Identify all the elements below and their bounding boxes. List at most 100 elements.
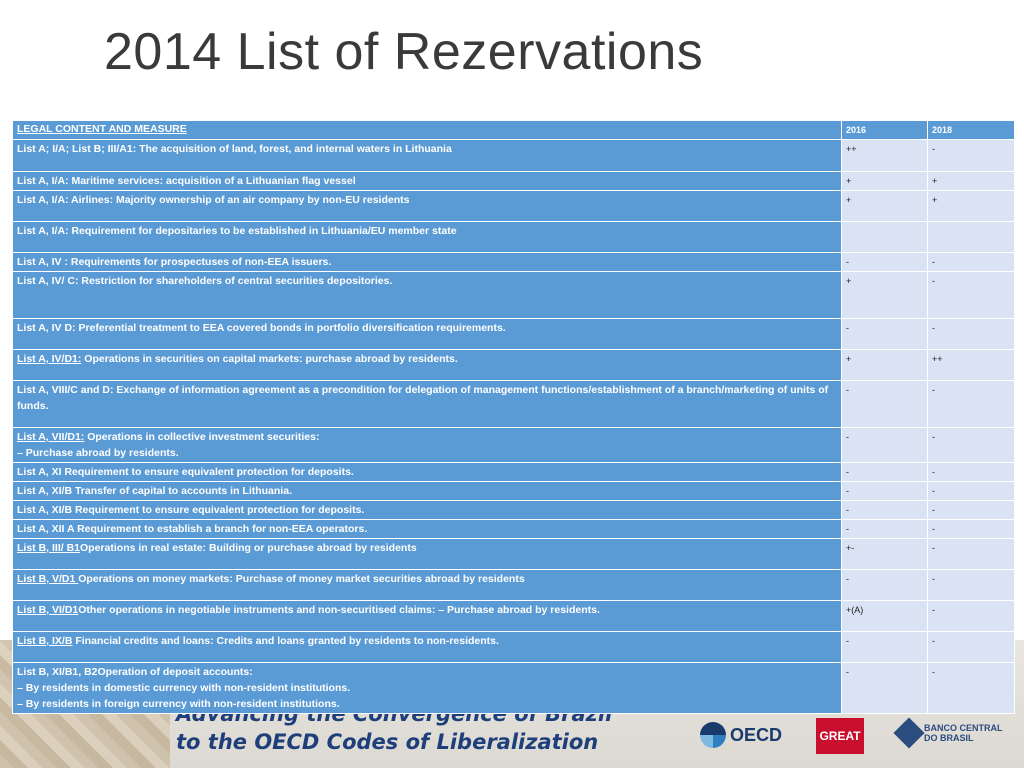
row-measure: List B, VI/D1Other operations in negotia… xyxy=(12,600,842,632)
row-value-2018: - xyxy=(927,380,1015,428)
header-2018: 2018 xyxy=(927,120,1015,140)
table-row: List A, VII/D1: Operations in collective… xyxy=(12,427,1015,463)
measure-text: Operations in collective investment secu… xyxy=(84,431,320,443)
banner-line-2: to the OECD Codes of Liberalization xyxy=(176,730,599,754)
row-value-2016 xyxy=(841,221,928,253)
row-value-2016: - xyxy=(841,481,928,501)
header-legal-content: LEGAL CONTENT AND MEASURE xyxy=(12,120,842,140)
table-row: List B, V/D1 Operations on money markets… xyxy=(12,569,1015,601)
measure-text: Operations in real estate: Building or p… xyxy=(80,542,417,554)
row-value-2016: - xyxy=(841,519,928,539)
measure-text: List A, VIII/C and D: Exchange of inform… xyxy=(17,384,829,412)
measure-text: Other operations in negotiable instrumen… xyxy=(78,604,600,616)
measure-text: List A; I/A; List B; III/A1: The acquisi… xyxy=(17,143,452,155)
oecd-globe-icon xyxy=(700,722,726,748)
row-value-2016: ++ xyxy=(841,139,928,172)
measure-text: List A, IV/ C: Restriction for sharehold… xyxy=(17,275,393,287)
table-row: List A, VIII/C and D: Exchange of inform… xyxy=(12,380,1015,428)
bcb-text-line-2: DO BRASIL xyxy=(924,733,974,743)
row-measure: List A, XI Requirement to ensure equival… xyxy=(12,462,842,482)
table-row: List B, VI/D1Other operations in negotia… xyxy=(12,600,1015,632)
measure-reference: List A, VII/D1: xyxy=(17,431,85,443)
table-row: List B, XI/B1, B2Operation of deposit ac… xyxy=(12,662,1015,714)
measure-text: Financial credits and loans: Credits and… xyxy=(72,635,499,647)
row-value-2018: - xyxy=(927,427,1015,463)
measure-reference: List B, IX/B xyxy=(17,635,73,647)
row-measure: List A, IV/ C: Restriction for sharehold… xyxy=(12,271,842,319)
header-2016: 2016 xyxy=(841,120,928,140)
row-measure: List A; I/A; List B; III/A1: The acquisi… xyxy=(12,139,842,172)
row-measure: List B, XI/B1, B2Operation of deposit ac… xyxy=(12,662,842,714)
measure-reference: List B, VI/D1 xyxy=(17,604,79,616)
measure-text: List A, XI/B Transfer of capital to acco… xyxy=(17,485,292,497)
row-measure: List A, I/A: Requirement for depositarie… xyxy=(12,221,842,253)
row-value-2016: - xyxy=(841,252,928,272)
row-value-2018: - xyxy=(927,538,1015,570)
measure-text: List A, XI Requirement to ensure equival… xyxy=(17,466,354,478)
row-measure: List B, IX/B Financial credits and loans… xyxy=(12,631,842,663)
table-row: List A, I/A: Requirement for depositarie… xyxy=(12,221,1015,253)
row-measure: List A, VIII/C and D: Exchange of inform… xyxy=(12,380,842,428)
row-measure: List A, XI/B Transfer of capital to acco… xyxy=(12,481,842,501)
measure-reference: List A, IV/D1: xyxy=(17,353,82,365)
measure-subitem: – Purchase abroad by residents. xyxy=(17,447,179,459)
row-value-2016: + xyxy=(841,190,928,222)
table-row: List A, XII A Requirement to establish a… xyxy=(12,519,1015,539)
oecd-logo: OECD xyxy=(700,722,782,748)
table-row: List A, IV/D1: Operations in securities … xyxy=(12,349,1015,381)
row-value-2016: + xyxy=(841,271,928,319)
row-value-2016: +- xyxy=(841,538,928,570)
oecd-logo-text: OECD xyxy=(730,724,783,745)
row-value-2016: - xyxy=(841,631,928,663)
bcb-text-line-1: BANCO CENTRAL xyxy=(924,723,1003,733)
bcb-logo-text: BANCO CENTRAL DO BRASIL xyxy=(924,723,1003,743)
measure-text: List A, XII A Requirement to establish a… xyxy=(17,523,368,535)
row-value-2018: - xyxy=(927,481,1015,501)
table-row: List B, IX/B Financial credits and loans… xyxy=(12,631,1015,663)
row-value-2018: - xyxy=(927,569,1015,601)
row-value-2018: + xyxy=(927,190,1015,222)
measure-text: List A, I/A: Requirement for depositarie… xyxy=(17,225,457,237)
table-row: List A, IV/ C: Restriction for sharehold… xyxy=(12,271,1015,319)
row-value-2018: - xyxy=(927,631,1015,663)
row-value-2018: - xyxy=(927,600,1015,632)
row-value-2018: - xyxy=(927,500,1015,520)
measure-subitem: – By residents in foreign currency with … xyxy=(17,698,340,710)
row-measure: List A, XII A Requirement to establish a… xyxy=(12,519,842,539)
reservations-table: LEGAL CONTENT AND MEASURE 2016 2018 List… xyxy=(12,120,1015,714)
row-value-2016: + xyxy=(841,349,928,381)
row-value-2016: - xyxy=(841,662,928,714)
row-measure: List A, IV D: Preferential treatment to … xyxy=(12,318,842,350)
row-value-2016: - xyxy=(841,318,928,350)
row-measure: List A, VII/D1: Operations in collective… xyxy=(12,427,842,463)
table-row: List A, I/A: Maritime services: acquisit… xyxy=(12,171,1015,191)
row-value-2018: + xyxy=(927,171,1015,191)
measure-subitem: – By residents in domestic currency with… xyxy=(17,682,351,694)
row-measure: List B, V/D1 Operations on money markets… xyxy=(12,569,842,601)
row-value-2018: - xyxy=(927,139,1015,172)
measure-text: List A, IV : Requirements for prospectus… xyxy=(17,256,332,268)
row-value-2018: - xyxy=(927,462,1015,482)
row-value-2018: - xyxy=(927,662,1015,714)
bcb-emblem-icon xyxy=(893,717,925,749)
page-title: 2014 List of Rezervations xyxy=(104,23,704,81)
table-row: List A, I/A: Airlines: Majority ownershi… xyxy=(12,190,1015,222)
row-measure: List A, I/A: Maritime services: acquisit… xyxy=(12,171,842,191)
table-row: List A, IV : Requirements for prospectus… xyxy=(12,252,1015,272)
row-value-2018: - xyxy=(927,318,1015,350)
row-value-2016: - xyxy=(841,380,928,428)
row-value-2016: + xyxy=(841,171,928,191)
table-row: List A, XI/B Requirement to ensure equiv… xyxy=(12,500,1015,520)
row-value-2016: +(A) xyxy=(841,600,928,632)
measure-text: List A, I/A: Maritime services: acquisit… xyxy=(17,175,356,187)
row-measure: List A, I/A: Airlines: Majority ownershi… xyxy=(12,190,842,222)
measure-text: List A, IV D: Preferential treatment to … xyxy=(17,322,506,334)
row-measure: List A, IV/D1: Operations in securities … xyxy=(12,349,842,381)
row-measure: List A, IV : Requirements for prospectus… xyxy=(12,252,842,272)
measure-text: Operations on money markets: Purchase of… xyxy=(78,573,525,585)
row-value-2018 xyxy=(927,221,1015,253)
measure-reference: List B, V/D1 xyxy=(17,573,79,585)
row-value-2016: - xyxy=(841,462,928,482)
table-row: List A, IV D: Preferential treatment to … xyxy=(12,318,1015,350)
row-value-2016: - xyxy=(841,569,928,601)
